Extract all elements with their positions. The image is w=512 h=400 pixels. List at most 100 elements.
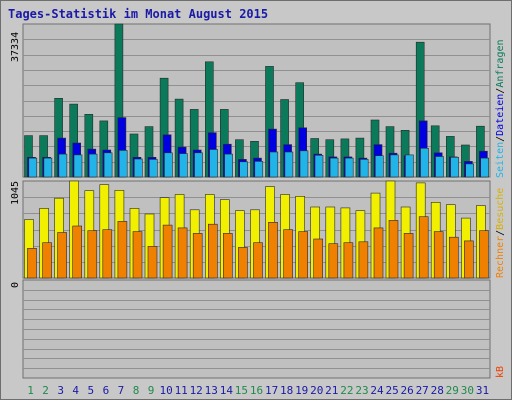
- bar-rechner-day-16: [253, 242, 263, 279]
- x-tick-day-2: 2: [42, 384, 49, 397]
- bar-seiten-day-6: [103, 152, 113, 178]
- bar-seiten-day-11: [179, 153, 188, 178]
- x-tick-day-7: 7: [118, 384, 125, 397]
- bar-rechner-day-8: [132, 231, 143, 279]
- x-tick-day-3: 3: [57, 384, 64, 397]
- x-tick-day-6: 6: [103, 384, 110, 397]
- x-tick-day-21: 21: [325, 384, 338, 397]
- x-tick-day-12: 12: [190, 384, 203, 397]
- legend-kb: kB: [495, 366, 506, 378]
- x-tick-day-14: 14: [220, 384, 234, 397]
- bar-seiten-day-27: [420, 148, 429, 178]
- bar-rechner-day-21: [328, 243, 339, 279]
- bar-seiten-day-9: [149, 159, 158, 178]
- x-tick-day-29: 29: [446, 384, 459, 397]
- x-tick-day-1: 1: [27, 384, 34, 397]
- x-tick-day-20: 20: [310, 384, 323, 397]
- bar-rechner-day-31: [479, 230, 489, 279]
- y-tick-lower: 0: [10, 282, 21, 288]
- bar-seiten-day-22: [344, 157, 354, 178]
- bar-seiten-day-10: [164, 152, 173, 178]
- x-tick-day-28: 28: [431, 384, 444, 397]
- bar-seiten-day-2: [43, 157, 53, 178]
- x-tick-day-18: 18: [280, 384, 293, 397]
- legend-separator: /: [495, 230, 506, 236]
- bar-seiten-day-21: [329, 157, 339, 178]
- x-tick-day-11: 11: [175, 384, 188, 397]
- bar-seiten-day-18: [284, 151, 294, 178]
- x-tick-day-15: 15: [235, 384, 248, 397]
- bar-rechner-day-9: [147, 246, 158, 279]
- x-tick-day-27: 27: [416, 384, 429, 397]
- bar-rechner-day-4: [72, 225, 82, 279]
- legend-separator: /: [495, 88, 506, 94]
- bar-seiten-day-15: [239, 161, 248, 178]
- bar-rechner-day-3: [57, 232, 67, 279]
- bar-rechner-day-7: [117, 221, 128, 279]
- legend-dateien: Dateien: [495, 94, 506, 136]
- x-tick-day-4: 4: [72, 384, 79, 397]
- bar-seiten-day-20: [314, 155, 324, 178]
- bar-rechner-day-14: [223, 233, 233, 279]
- bar-rechner-day-13: [208, 223, 218, 279]
- bar-seiten-day-16: [254, 161, 264, 178]
- legend-besuche: Besuche: [495, 188, 506, 230]
- y-tick-middle: 1045: [10, 181, 21, 205]
- bar-rechner-day-28: [433, 231, 444, 279]
- bar-rechner-day-30: [464, 240, 474, 279]
- bar-seiten-day-14: [224, 153, 233, 178]
- legend-middle: Rechner/Besuche: [495, 188, 506, 278]
- bar-rechner-day-1: [27, 248, 37, 279]
- bar-rechner-day-6: [102, 229, 113, 279]
- x-tick-day-9: 9: [148, 384, 155, 397]
- x-tick-day-23: 23: [355, 384, 368, 397]
- bar-seiten-day-30: [465, 163, 475, 178]
- x-tick-day-16: 16: [250, 384, 263, 397]
- bar-seiten-day-4: [73, 154, 83, 178]
- bar-rechner-day-18: [283, 229, 293, 279]
- bar-seiten-day-26: [405, 154, 414, 178]
- bar-seiten-day-23: [359, 159, 369, 178]
- x-tick-day-26: 26: [400, 384, 413, 397]
- bar-rechner-day-11: [177, 227, 188, 279]
- x-tick-day-8: 8: [133, 384, 140, 397]
- bar-seiten-day-19: [299, 150, 309, 178]
- bar-rechner-day-29: [448, 236, 459, 279]
- legend-lower: kB: [495, 366, 506, 378]
- x-tick-day-25: 25: [385, 384, 398, 397]
- bar-rechner-day-19: [298, 231, 309, 279]
- bar-seiten-day-29: [450, 157, 459, 178]
- bar-rechner-day-24: [373, 227, 384, 279]
- bar-rechner-day-27: [418, 216, 429, 279]
- bar-seiten-day-5: [88, 153, 98, 178]
- bar-seiten-day-31: [480, 157, 490, 178]
- x-tick-day-24: 24: [370, 384, 384, 397]
- x-tick-day-30: 30: [461, 384, 474, 397]
- bar-rechner-day-26: [403, 233, 414, 279]
- legend-separator: /: [495, 136, 506, 142]
- bar-seiten-day-24: [374, 155, 384, 178]
- bar-seiten-day-1: [28, 157, 38, 178]
- legend-seiten: Seiten: [495, 142, 506, 178]
- bar-seiten-day-17: [269, 151, 279, 178]
- bar-rechner-day-10: [162, 224, 173, 279]
- y-tick-upper: 37334: [10, 32, 21, 62]
- bar-rechner-day-22: [343, 242, 354, 279]
- x-tick-day-22: 22: [340, 384, 353, 397]
- bar-seiten-day-28: [435, 156, 444, 178]
- bar-rechner-day-25: [388, 220, 399, 279]
- bar-rechner-day-17: [268, 222, 278, 279]
- bar-seiten-day-8: [134, 158, 143, 178]
- bar-seiten-day-3: [58, 153, 68, 178]
- x-tick-day-19: 19: [295, 384, 308, 397]
- bar-seiten-day-13: [209, 149, 218, 178]
- legend-anfragen: Anfragen: [495, 39, 506, 87]
- legend-rechner: Rechner: [495, 236, 506, 278]
- bar-rechner-day-15: [238, 247, 248, 279]
- x-tick-day-31: 31: [476, 384, 489, 397]
- bar-rechner-day-23: [358, 241, 369, 279]
- chart-title: Tages-Statistik im Monat August 2015: [8, 7, 269, 21]
- x-tick-day-17: 17: [265, 384, 278, 397]
